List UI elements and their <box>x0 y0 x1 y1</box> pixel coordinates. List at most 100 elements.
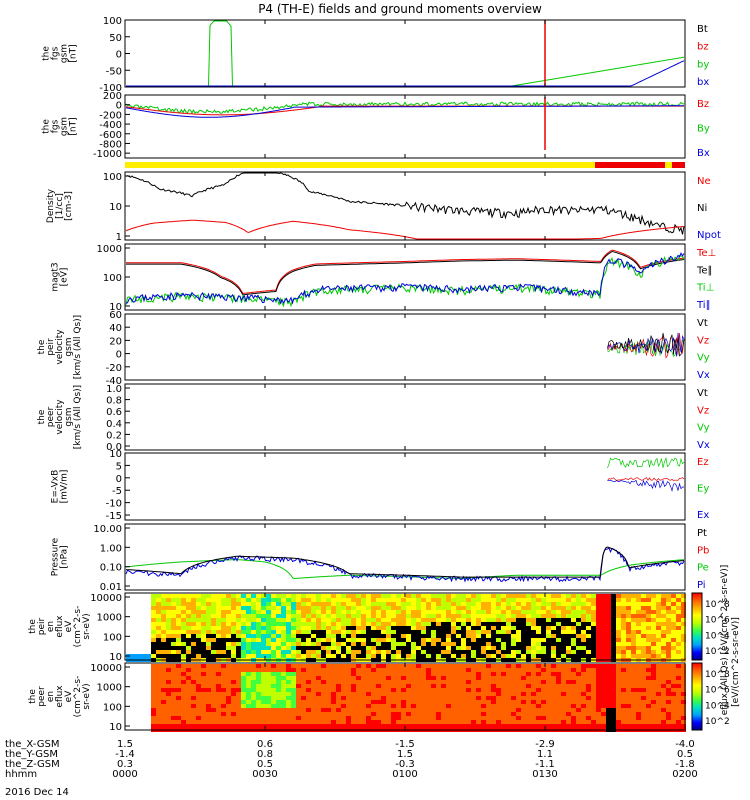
series-by <box>126 20 685 87</box>
date-label: 2016 Dec 14 <box>5 787 69 798</box>
ytick-label: -5 <box>112 486 122 497</box>
panel-ylabel: fgs <box>51 119 61 133</box>
ytick-label: 1000 <box>97 683 122 694</box>
ytick-label: -50 <box>106 66 122 77</box>
ytick-label: 10 <box>109 652 122 663</box>
panel-ylabel: en <box>46 621 56 632</box>
legend-entry: Npot <box>697 230 721 241</box>
panel-ylabel: (cm^2-s- <box>73 606 83 648</box>
panel-ylabel: peir <box>37 617 47 635</box>
series-velocity <box>607 332 685 357</box>
ytick-label: -400 <box>99 120 122 131</box>
panel-ylabel: sr-eV) <box>82 683 92 709</box>
legend-entry: by <box>697 59 709 70</box>
status-bar-yellow-end <box>665 162 672 168</box>
time-tick-label: -0.3 <box>395 759 415 770</box>
time-row-name: the_Y-GSM <box>5 749 58 760</box>
time-tick-label: 1.5 <box>117 739 133 750</box>
ytick-label: 0 <box>116 350 122 361</box>
ytick-label: 60 <box>109 310 122 321</box>
ytick-label: 10 <box>109 722 122 733</box>
ytick-label: 100 <box>103 16 122 27</box>
ytick-label: 100 <box>103 172 122 183</box>
panel-ylabel: [nPa] <box>60 545 70 568</box>
series-Ni <box>125 172 685 235</box>
colorbar-tick-label: 10^2 <box>705 647 730 657</box>
series-By-large <box>125 101 685 115</box>
series-Ex <box>607 479 685 492</box>
colorbar-label: [eV/(cm^2-s-sr-eV)] <box>731 617 741 707</box>
time-tick-label: 0200 <box>672 769 697 780</box>
ytick-label: 200 <box>103 91 122 102</box>
panel-ylabel: gsm <box>64 337 74 356</box>
legend-entry: Bt <box>697 24 708 35</box>
panel-frame-pressure <box>124 523 686 591</box>
ytick-label: 0 <box>116 101 122 112</box>
ytick-label: 100 <box>103 273 122 284</box>
time-tick-label: 1.1 <box>537 749 553 760</box>
colorbar-tick-label: 10^4 <box>705 631 730 641</box>
ytick-label: 0.2 <box>106 430 122 441</box>
series-Pt <box>125 546 685 578</box>
legend-entry: Vy <box>697 423 710 434</box>
panel-ylabel: eV <box>64 690 74 703</box>
ytick-label: 100 <box>103 702 122 713</box>
ytick-label: -100 <box>99 83 122 94</box>
panel-ylabel: [nT] <box>69 117 79 135</box>
legend-entry: Pe <box>697 563 709 574</box>
panel-ylabel: the <box>28 619 38 634</box>
colorbar-label-alt: eflux (All Qs) [eV/(cm^2-s-sr-eV)] <box>720 565 730 715</box>
series-Tepar <box>126 250 685 296</box>
panel-ylabel: gsm <box>64 407 74 426</box>
ytick-label: -15 <box>106 511 122 522</box>
time-tick-label: 0100 <box>392 769 417 780</box>
series-Tipar <box>125 252 685 305</box>
series-Teperp <box>126 249 685 295</box>
time-tick-label: -1.8 <box>675 759 695 770</box>
panel-ylabel: the <box>37 409 47 424</box>
time-axis: the_X-GSM 1.5 0.6 -1.5 -2.9 -4.0 the_Y-GSM -1.4… <box>5 739 698 780</box>
ytick-label: 0.01 <box>100 582 122 593</box>
panel-frame-peer-velocity <box>124 383 686 451</box>
panel-ylabel: [eV] <box>60 268 70 287</box>
figure-title: P4 (TH-E) fields and ground moments over… <box>258 2 542 16</box>
legend-entry: bz <box>697 42 709 53</box>
series-velocity <box>607 338 685 357</box>
panel-ylabel: eV <box>64 620 74 633</box>
ytick-label: -1000 <box>93 149 122 160</box>
time-tick-label: 1.5 <box>397 749 413 760</box>
time-tick-label: 0.6 <box>257 739 273 750</box>
panel-ylabel: eflux <box>55 615 65 638</box>
legend-entry: Vt <box>697 318 708 329</box>
panel-ylabel: [km/s (All Qs)] <box>73 315 83 379</box>
colorbar-tick-label: 10^8 <box>705 600 730 610</box>
tick-labels: 100500-50-1002000-200-400-600-800-100010… <box>90 16 686 733</box>
legend-entry: Ex <box>697 510 709 521</box>
panel-ylabel: Pressure <box>51 537 61 576</box>
panel-ylabel: [mV/m] <box>60 470 70 504</box>
panel-ylabel: the <box>28 689 38 704</box>
status-bar-red-end <box>672 162 685 168</box>
panel-ylabel: E=-VxB <box>51 470 61 504</box>
colorbar-peer-spectrogram <box>691 662 703 731</box>
axis-labels: the fgs gsm [nT]the fgs gsm [nT]Density [1/cc][… <box>28 44 92 717</box>
ytick-label: 1000 <box>97 244 122 255</box>
ytick-label: 0 <box>116 50 122 61</box>
ytick-label: 50 <box>109 33 122 44</box>
legend-entry: Pt <box>697 528 707 539</box>
ytick-label: 0.10 <box>100 563 122 574</box>
panel-ylabel: the <box>42 46 52 61</box>
time-tick-label: -1.5 <box>395 739 415 750</box>
legend-entry: Ez <box>697 457 709 468</box>
ytick-label: 1000 <box>97 613 122 624</box>
legend-entry: Te∥ <box>696 265 713 276</box>
panel-ylabel: gsm <box>60 117 70 136</box>
colorbar-tick-label: 10^2 <box>705 717 730 727</box>
series-velocity <box>607 332 685 357</box>
legend-entry: Vt <box>697 388 708 399</box>
legend-entry: bx <box>697 77 709 88</box>
panel-ylabel: velocity <box>55 329 65 365</box>
legend-entry: Te⊥ <box>696 248 716 259</box>
colorbar-tick-label: 10^8 <box>705 670 730 680</box>
time-tick-label: 0000 <box>112 769 137 780</box>
